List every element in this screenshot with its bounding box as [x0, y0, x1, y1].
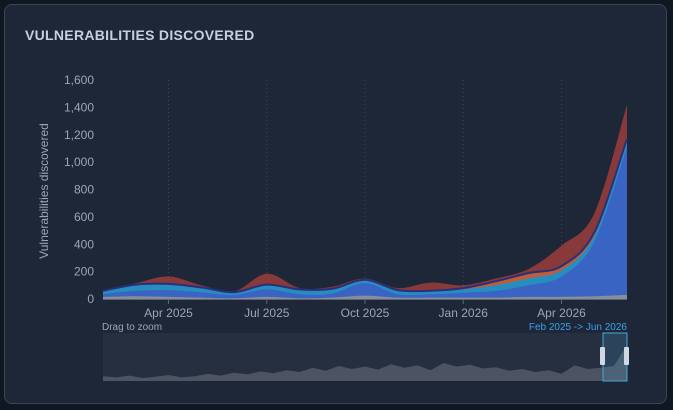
area-high: [103, 138, 627, 299]
x-tick-label: Apr 2026: [537, 306, 586, 320]
y-tick-label: 600: [74, 210, 94, 224]
y-tick-label: 1,600: [64, 73, 94, 87]
chart-title: VULNERABILITIES DISCOVERED: [25, 27, 255, 43]
y-tick-label: 0: [87, 292, 94, 306]
drag-to-zoom-hint: Drag to zoom: [102, 322, 162, 333]
range-label: Feb 2025 -> Jun 2026: [529, 322, 628, 333]
x-tick-label: Jan 2026: [439, 306, 489, 320]
navigator-selection[interactable]: [602, 332, 628, 382]
area-info: [103, 294, 627, 299]
navigator-handle-left[interactable]: [600, 347, 605, 365]
x-tick-label: Apr 2025: [144, 306, 193, 320]
y-tick-label: 800: [74, 183, 94, 197]
y-axis: 0 200 400 600 800 1,000 1,200 1,400 1,600: [64, 73, 94, 306]
y-tick-label: 200: [74, 265, 94, 279]
x-axis: Apr 2025 Jul 2025 Oct 2025 Jan 2026 Apr 2026: [144, 299, 586, 320]
series-line-high: [102, 138, 628, 294]
y-tick-label: 1,400: [64, 100, 94, 114]
x-tick-label: Oct 2025: [341, 306, 390, 320]
y-axis-label: Vulnerabilities discovered: [37, 123, 51, 259]
series-areas: [102, 104, 628, 299]
navigator-handle-right[interactable]: [624, 347, 629, 365]
x-tick-label: Jul 2025: [244, 306, 290, 320]
y-tick-label: 400: [74, 237, 94, 251]
navigator-series: [103, 345, 627, 381]
y-tick-label: 1,000: [64, 155, 94, 169]
area-low: [103, 147, 627, 299]
y-tick-label: 1,200: [64, 128, 94, 142]
navigator[interactable]: [103, 332, 629, 382]
